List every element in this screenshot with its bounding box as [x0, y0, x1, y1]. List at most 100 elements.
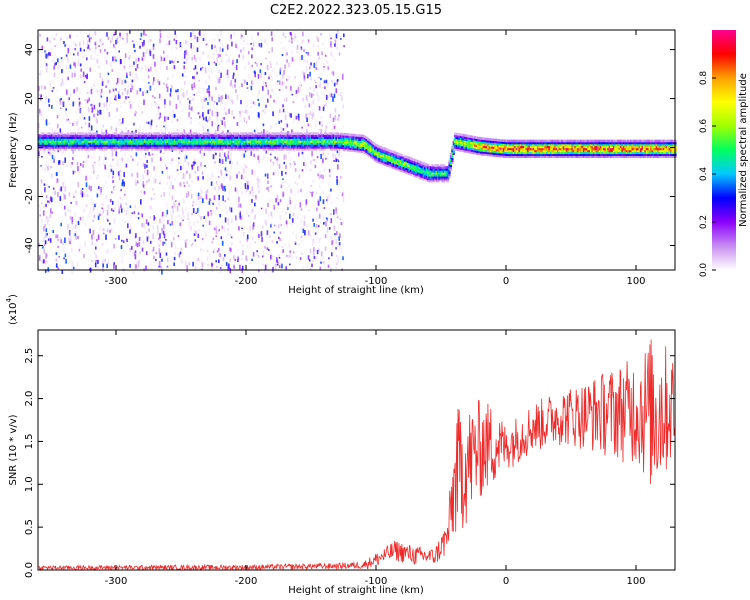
- noise-speck: [238, 171, 240, 175]
- spectrogram-cell: [438, 174, 441, 177]
- noise-speck: [281, 170, 283, 176]
- noise-speck: [302, 266, 305, 271]
- noise-speck: [68, 192, 71, 197]
- spectrogram-cell: [305, 134, 308, 137]
- spectrogram-cell: [205, 144, 208, 147]
- spectrogram-cell: [156, 134, 159, 137]
- spectrogram-cell: [181, 144, 184, 147]
- noise-speck: [173, 65, 176, 70]
- noise-speck: [281, 210, 284, 213]
- spectrogram-cell: [233, 138, 237, 141]
- noise-speck: [142, 52, 145, 57]
- spectrogram-cell: [132, 138, 135, 141]
- spectrogram-cell: [411, 157, 414, 161]
- noise-speck: [86, 99, 89, 104]
- noise-speck: [41, 254, 44, 259]
- spectrogram-cell: [205, 136, 208, 139]
- noise-speck: [160, 56, 163, 62]
- noise-speck: [195, 212, 197, 214]
- spectrogram-cell: [427, 179, 430, 183]
- spectrogram-cell: [112, 146, 115, 149]
- spectrogram-cell: [55, 136, 58, 139]
- spectrogram-cell: [304, 132, 307, 135]
- noise-speck: [171, 174, 174, 179]
- spectrogram-cell: [378, 155, 381, 158]
- spectrogram-cell: [439, 164, 442, 167]
- spectrogram-cell: [315, 140, 318, 143]
- noise-speck: [244, 187, 247, 189]
- noise-speck: [251, 47, 253, 51]
- spectrogram-cell: [368, 142, 371, 146]
- noise-speck: [223, 117, 226, 120]
- noise-speck: [79, 101, 81, 104]
- spectrogram-cell: [153, 134, 156, 137]
- spectrogram-cell: [199, 144, 202, 147]
- noise-speck: [57, 245, 59, 248]
- noise-speck: [336, 213, 339, 219]
- noise-speck: [298, 117, 300, 121]
- noise-speck: [109, 164, 111, 168]
- noise-speck: [59, 196, 62, 201]
- noise-speck: [122, 207, 125, 210]
- spectrogram-cell: [76, 142, 79, 145]
- spectrogram-cell: [175, 148, 178, 151]
- noise-speck: [237, 203, 240, 208]
- noise-speck: [200, 195, 202, 200]
- noise-speck: [102, 259, 104, 265]
- noise-speck: [91, 259, 93, 263]
- spectrogram-cell: [315, 132, 318, 135]
- spectrogram-cell: [268, 136, 271, 139]
- noise-speck: [142, 127, 145, 130]
- spectrogram-cell: [285, 138, 288, 141]
- noise-speck: [225, 211, 228, 214]
- spectrogram-cell: [185, 132, 188, 135]
- noise-speck: [230, 80, 232, 86]
- noise-speck: [52, 159, 55, 162]
- noise-speck: [112, 56, 114, 62]
- spectrogram-cell: [131, 132, 134, 135]
- noise-speck: [56, 89, 59, 92]
- noise-speck: [161, 228, 163, 234]
- spectrogram-cell: [115, 132, 118, 135]
- spectrogram-cell: [172, 144, 175, 147]
- spectrogram-cell: [103, 132, 106, 135]
- noise-speck: [107, 219, 109, 222]
- spectrogram-cell: [265, 132, 268, 135]
- noise-speck: [202, 198, 204, 203]
- spectrogram-cell: [46, 134, 49, 137]
- spectrogram-cell: [261, 138, 264, 141]
- spectrogram-cell: [110, 144, 114, 147]
- spectrogram-cell: [116, 146, 119, 149]
- noise-speck: [154, 61, 156, 67]
- noise-speck: [103, 232, 105, 235]
- spectrogram-cell: [39, 136, 42, 139]
- noise-speck: [215, 152, 217, 156]
- spectrogram-cell: [366, 147, 370, 151]
- spectrogram-cell: [55, 140, 58, 143]
- spectrogram-cell: [253, 134, 257, 137]
- noise-speck: [108, 111, 111, 117]
- noise-speck: [243, 117, 246, 122]
- spectrogram-cell: [315, 134, 318, 137]
- spectrogram-cell: [186, 136, 189, 139]
- noise-speck: [338, 179, 341, 186]
- noise-speck: [230, 176, 233, 179]
- spectrogram-cell: [406, 158, 410, 161]
- spectrogram-cell: [434, 174, 437, 177]
- spectrogram-cell: [158, 142, 161, 145]
- noise-speck: [271, 215, 274, 218]
- spectrogram-cell: [358, 146, 361, 149]
- spectrogram-cell: [322, 148, 325, 151]
- noise-speck: [120, 104, 122, 109]
- spectrogram-cell: [202, 132, 205, 135]
- noise-speck: [85, 160, 87, 164]
- spectrogram-cell: [276, 140, 279, 143]
- spectrogram-cell: [314, 140, 317, 143]
- spectrogram-cell: [305, 146, 308, 149]
- noise-speck: [114, 46, 117, 51]
- spectrogram-cell: [304, 142, 307, 145]
- noise-speck: [327, 63, 329, 66]
- noise-speck: [272, 172, 275, 176]
- spectrogram-cell: [218, 142, 221, 145]
- noise-speck: [77, 166, 79, 172]
